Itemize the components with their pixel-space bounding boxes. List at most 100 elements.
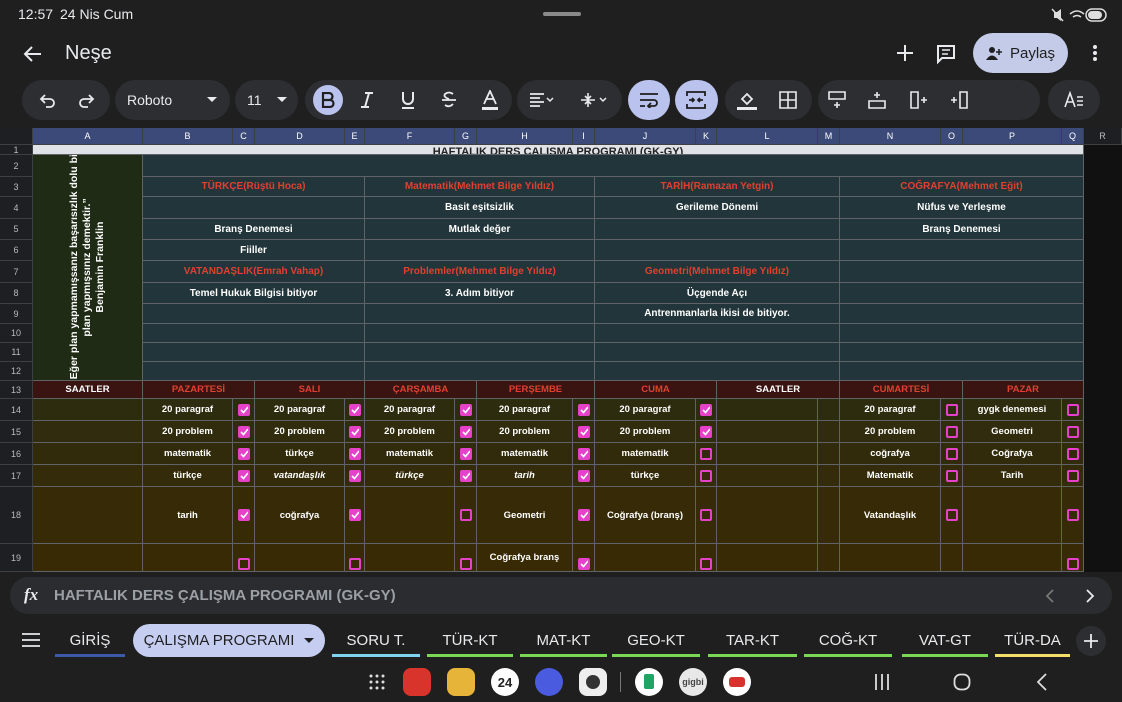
checkbox-cell[interactable]	[1062, 487, 1084, 544]
checkbox[interactable]	[459, 509, 472, 521]
column-header[interactable]: A	[33, 128, 143, 145]
subject-cell[interactable]	[143, 362, 365, 381]
doc-title[interactable]: Neşe	[65, 42, 112, 64]
checkbox-cell[interactable]	[455, 544, 477, 572]
nav-back-button[interactable]	[1036, 673, 1048, 691]
checkbox-cell[interactable]	[1062, 544, 1084, 572]
prev-button[interactable]	[1045, 589, 1055, 603]
task-cell[interactable]	[595, 544, 696, 572]
task-cell[interactable]: Tarih	[963, 465, 1062, 487]
checkbox-cell[interactable]	[455, 465, 477, 487]
row-header[interactable]: 15	[0, 421, 33, 443]
recents-button[interactable]	[874, 673, 890, 691]
back-button[interactable]	[22, 43, 44, 65]
row-header[interactable]: 4	[0, 197, 33, 219]
insert-column-left[interactable]	[910, 91, 928, 109]
schedule-header-cell[interactable]: PAZARTESİ	[143, 381, 255, 399]
time-cell[interactable]	[33, 443, 143, 465]
task-cell[interactable]: matematik	[477, 443, 573, 465]
schedule-header-cell[interactable]: ÇARŞAMBA	[365, 381, 477, 399]
undo-button[interactable]	[38, 91, 56, 109]
checkbox-cell[interactable]	[696, 443, 717, 465]
checkbox-cell[interactable]	[233, 544, 255, 572]
column-header[interactable]: P	[963, 128, 1062, 145]
subject-cell[interactable]: Problemler(Mehmet Bilge Yıldız)	[365, 261, 595, 283]
column-header[interactable]: J	[595, 128, 696, 145]
checkbox[interactable]	[237, 558, 250, 570]
add-sheet[interactable]	[1076, 626, 1106, 656]
title-cell[interactable]: HAFTALIK DERS ÇALIŞMA PROGRAMI (GK-GY)	[33, 145, 1084, 155]
checkbox[interactable]	[348, 403, 361, 416]
checkbox[interactable]	[945, 509, 958, 521]
row-header[interactable]: 5	[0, 219, 33, 240]
task-cell[interactable]: Coğrafya branş	[477, 544, 573, 572]
time-cell[interactable]	[717, 465, 818, 487]
time-cell[interactable]	[33, 399, 143, 421]
text-color-button[interactable]	[482, 90, 498, 110]
checkbox[interactable]	[459, 447, 472, 460]
checkbox-cell[interactable]	[696, 399, 717, 421]
column-header[interactable]: O	[941, 128, 963, 145]
subject-cell[interactable]	[840, 283, 1084, 304]
checkbox[interactable]	[1066, 558, 1079, 570]
time-cell[interactable]	[717, 487, 818, 544]
checkbox[interactable]	[700, 403, 712, 416]
sheet-tab[interactable]: TAR-KT	[708, 624, 797, 657]
time-cell[interactable]	[33, 465, 143, 487]
column-header[interactable]: I	[573, 128, 595, 145]
spreadsheet-grid[interactable]: A B C D E F G H I J K L M N O P Q R 1 2 3 4 5 6 7 8 9 10 11 12 13 14 15 1…	[0, 128, 1122, 572]
app-icon[interactable]	[447, 668, 475, 696]
column-header[interactable]: H	[477, 128, 573, 145]
row-header[interactable]: 3	[0, 177, 33, 197]
checkbox[interactable]	[1066, 425, 1079, 438]
row-header[interactable]: 2	[0, 155, 33, 177]
subject-cell[interactable]: Mutlak değer	[365, 219, 595, 240]
row-header[interactable]: 12	[0, 362, 33, 381]
apps-button[interactable]	[368, 673, 386, 691]
subject-cell[interactable]: Branş Denemesi	[840, 219, 1084, 240]
task-cell[interactable]: gygk denemesi	[963, 399, 1062, 421]
checkbox-cell[interactable]	[233, 487, 255, 544]
task-cell[interactable]: 20 paragraf	[595, 399, 696, 421]
subject-cell[interactable]: Basit eşitsizlik	[365, 197, 595, 219]
checkbox-cell[interactable]	[1062, 443, 1084, 465]
sheets-menu[interactable]	[22, 633, 40, 647]
subject-cell[interactable]	[365, 362, 595, 381]
task-cell[interactable]: Geometri	[477, 487, 573, 544]
checkbox[interactable]	[945, 469, 958, 482]
checkbox-cell[interactable]	[1062, 399, 1084, 421]
task-cell[interactable]: türkçe	[255, 443, 345, 465]
checkbox-cell[interactable]	[696, 487, 717, 544]
column-header[interactable]: M	[818, 128, 840, 145]
schedule-header-cell[interactable]: CUMARTESİ	[840, 381, 963, 399]
checkbox-cell[interactable]	[1062, 465, 1084, 487]
checkbox-cell[interactable]	[573, 487, 595, 544]
task-cell[interactable]: coğrafya	[255, 487, 345, 544]
checkbox-cell[interactable]	[1062, 421, 1084, 443]
subject-cell[interactable]	[840, 261, 1084, 283]
subject-cell[interactable]	[365, 304, 595, 324]
time-cell[interactable]	[33, 544, 143, 572]
task-cell[interactable]: 20 paragraf	[365, 399, 455, 421]
subject-cell[interactable]: Geometri(Mehmet Bilge Yıldız)	[595, 261, 840, 283]
subject-cell[interactable]: Nüfus ve Yerleşme	[840, 197, 1084, 219]
app-icon[interactable]	[723, 668, 751, 696]
row-header[interactable]: 10	[0, 324, 33, 343]
checkbox[interactable]	[577, 469, 590, 482]
subject-cell[interactable]	[595, 343, 840, 362]
subject-cell[interactable]	[365, 240, 595, 261]
time-cell[interactable]	[818, 443, 840, 465]
checkbox[interactable]	[348, 447, 361, 460]
subject-cell[interactable]	[840, 240, 1084, 261]
task-cell[interactable]: coğrafya	[840, 443, 941, 465]
subject-cell[interactable]	[840, 362, 1084, 381]
task-cell[interactable]	[840, 544, 941, 572]
checkbox-cell[interactable]	[696, 544, 717, 572]
checkbox[interactable]	[700, 558, 712, 570]
checkbox-cell[interactable]	[573, 399, 595, 421]
task-cell[interactable]	[963, 544, 1062, 572]
task-cell[interactable]	[963, 487, 1062, 544]
task-cell[interactable]: türkçe	[365, 465, 455, 487]
checkbox[interactable]	[1066, 469, 1079, 482]
row-header[interactable]: 18	[0, 487, 33, 544]
